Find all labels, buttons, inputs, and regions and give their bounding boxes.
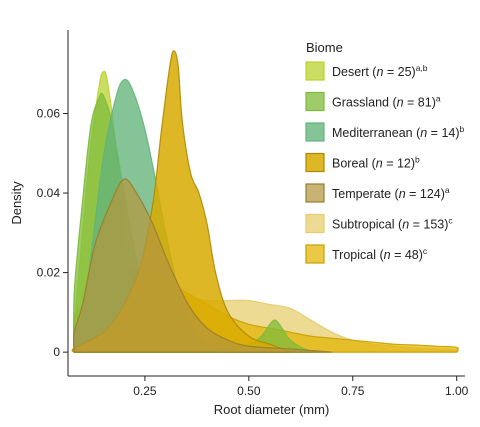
x-axis-title: Root diameter (mm) bbox=[214, 402, 330, 417]
x-tick-label: 0.75 bbox=[341, 384, 365, 398]
x-tick-label: 1.00 bbox=[445, 384, 469, 398]
y-axis-ticks: 0 0.02 0.04 0.06 bbox=[37, 107, 68, 359]
x-tick-label: 0.50 bbox=[237, 384, 261, 398]
legend-label-desert: Desert (n = 25)a,b bbox=[332, 63, 428, 79]
legend-label-mediterranean: Mediterranean (n = 14)b bbox=[332, 124, 465, 140]
legend-swatch-tropical bbox=[305, 244, 325, 264]
legend-label-boreal: Boreal (n = 12)b bbox=[332, 155, 420, 171]
density-area-temperate bbox=[73, 178, 333, 353]
density-areas bbox=[71, 50, 459, 353]
y-tick-label: 0.06 bbox=[37, 107, 61, 121]
legend-swatch-temperate bbox=[305, 183, 325, 203]
x-tick-label: 0.25 bbox=[133, 384, 157, 398]
y-axis-title: Density bbox=[9, 181, 24, 225]
legend-label-temperate: Temperate (n = 124)a bbox=[332, 185, 450, 201]
legend-swatch-desert bbox=[305, 61, 325, 81]
legend-label-tropical: Tropical (n = 48)c bbox=[332, 246, 428, 262]
legend-swatch-subtropical bbox=[305, 213, 325, 234]
y-tick-label: 0.02 bbox=[37, 266, 61, 280]
legend: Biome Desert (n = 25)a,b Grassland (n = 8… bbox=[305, 40, 465, 264]
legend-label-subtropical: Subtropical (n = 153)c bbox=[332, 216, 453, 232]
legend-title: Biome bbox=[306, 40, 343, 55]
legend-swatch-grassland bbox=[305, 91, 325, 112]
legend-label-grassland: Grassland (n = 81)a bbox=[332, 94, 441, 110]
legend-swatch-boreal bbox=[305, 152, 325, 173]
y-tick-label: 0 bbox=[53, 345, 60, 359]
x-axis-ticks: 0.25 0.50 0.75 1.00 bbox=[133, 376, 469, 398]
legend-swatch-mediterranean bbox=[305, 122, 325, 142]
y-tick-label: 0.04 bbox=[37, 186, 61, 200]
